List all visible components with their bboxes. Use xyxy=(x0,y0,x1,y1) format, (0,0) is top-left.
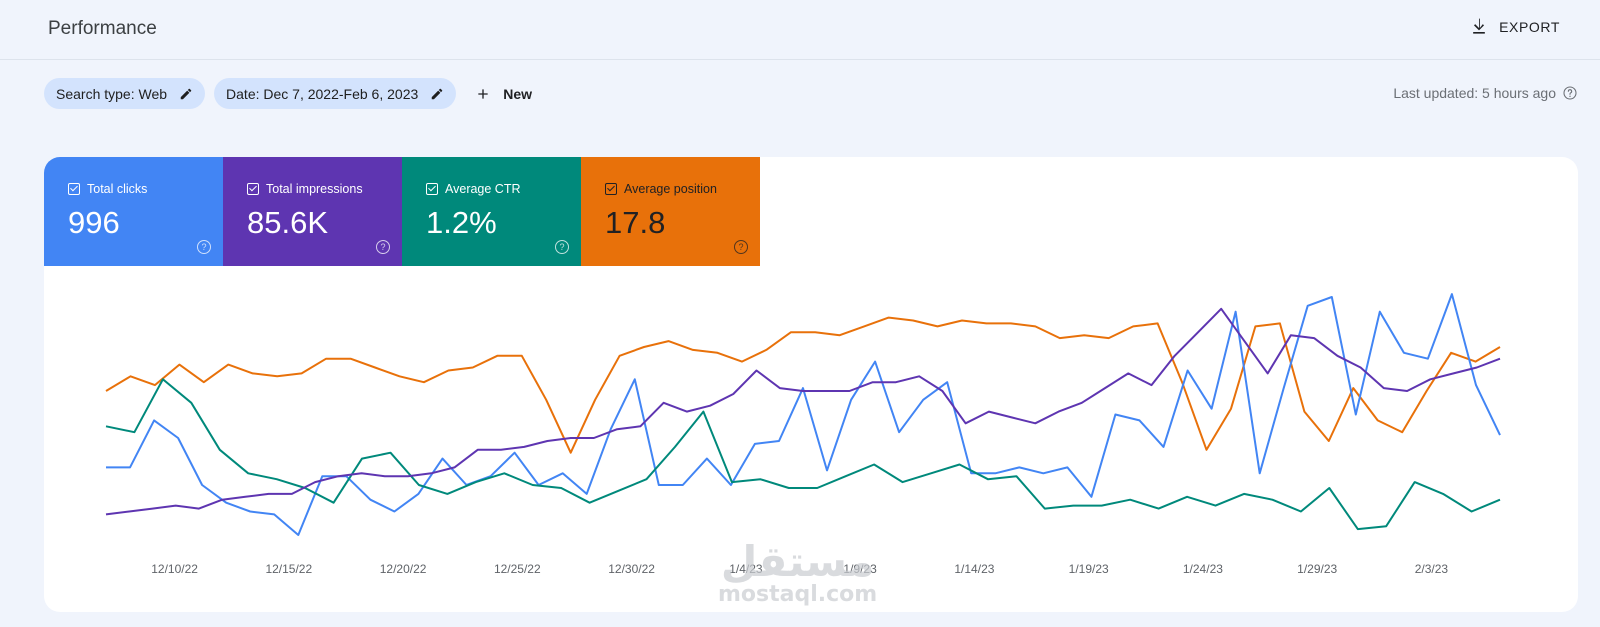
search-type-label: Search type: Web xyxy=(56,85,168,102)
help-icon[interactable]: ? xyxy=(555,240,569,254)
last-updated-text: Last updated: 5 hours ago xyxy=(1393,85,1556,101)
metric-label: Average position xyxy=(624,182,717,196)
x-tick-label: 1/4/23 xyxy=(729,562,763,576)
watermark-arabic: مستقل xyxy=(720,537,875,586)
series-line-average-position xyxy=(105,316,1501,454)
search-type-chip[interactable]: Search type: Web xyxy=(44,78,206,109)
checkbox-icon[interactable] xyxy=(605,183,617,195)
help-icon[interactable]: ? xyxy=(197,240,211,254)
metric-total-impressions[interactable]: Total impressions 85.6K ? xyxy=(223,157,402,266)
x-tick-label: 1/14/23 xyxy=(954,562,994,576)
metric-value: 85.6K xyxy=(247,205,329,240)
metric-value: 996 xyxy=(68,205,120,240)
date-chip[interactable]: Date: Dec 7, 2022-Feb 6, 2023 xyxy=(214,78,457,109)
x-tick-label: 12/10/22 xyxy=(151,562,198,576)
x-tick-label: 12/15/22 xyxy=(265,562,312,576)
metric-average-position[interactable]: Average position 17.8 ? xyxy=(581,157,760,266)
watermark-latin: mostaql.com xyxy=(718,582,878,607)
performance-card: 12/10/22 12/15/22 12/20/22 12/25/22 12/30/22… xyxy=(44,157,1578,612)
metric-average-ctr[interactable]: Average CTR 1.2% ? xyxy=(402,157,581,266)
checkbox-icon[interactable] xyxy=(68,183,80,195)
checkbox-icon[interactable] xyxy=(247,183,259,195)
filter-bar: Search type: Web Date: Dec 7, 2022-Feb 6… xyxy=(44,78,532,109)
x-tick-label: 12/20/22 xyxy=(380,562,427,576)
pencil-icon xyxy=(180,88,192,99)
x-tick-label: 1/29/23 xyxy=(1297,562,1337,576)
x-tick-label: 2/3/23 xyxy=(1415,562,1449,576)
last-updated: Last updated: 5 hours ago xyxy=(1393,85,1578,101)
x-tick-label: 1/9/23 xyxy=(843,562,877,576)
series-line-total-impressions xyxy=(105,307,1501,516)
new-filter-button[interactable]: New xyxy=(475,86,532,102)
x-tick-label: 12/25/22 xyxy=(494,562,541,576)
metric-tiles: Total clicks 996 ? Total impressions 85.… xyxy=(44,157,760,266)
metric-label: Total impressions xyxy=(266,182,363,196)
export-label: EXPORT xyxy=(1499,19,1560,35)
help-icon[interactable] xyxy=(1562,85,1578,101)
x-tick-label: 1/19/23 xyxy=(1069,562,1109,576)
performance-chart: 12/10/22 12/15/22 12/20/22 12/25/22 12/30/22… xyxy=(105,293,1501,576)
metric-value: 1.2% xyxy=(426,205,497,240)
x-tick-label: 12/30/22 xyxy=(608,562,655,576)
plus-icon xyxy=(478,88,488,99)
pencil-icon xyxy=(432,88,443,99)
metric-label: Average CTR xyxy=(445,182,521,196)
metric-value: 17.8 xyxy=(605,205,666,240)
help-icon[interactable]: ? xyxy=(376,240,390,254)
checkbox-icon[interactable] xyxy=(426,183,438,195)
metric-label: Total clicks xyxy=(87,182,148,196)
series-line-total-clicks xyxy=(106,293,1501,536)
series-line-average-ctr xyxy=(105,378,1501,531)
new-filter-label: New xyxy=(503,85,533,102)
help-icon[interactable]: ? xyxy=(734,240,748,254)
date-label: Date: Dec 7, 2022-Feb 6, 2023 xyxy=(226,85,419,102)
download-icon xyxy=(1473,18,1485,34)
page-title: Performance xyxy=(48,18,157,39)
export-button[interactable]: EXPORT xyxy=(1469,17,1560,37)
metric-total-clicks[interactable]: Total clicks 996 ? xyxy=(44,157,223,266)
watermark: مستقل mostaql.com xyxy=(718,540,877,606)
x-tick-label: 1/24/23 xyxy=(1183,562,1223,576)
page-header: Performance EXPORT xyxy=(0,0,1600,60)
